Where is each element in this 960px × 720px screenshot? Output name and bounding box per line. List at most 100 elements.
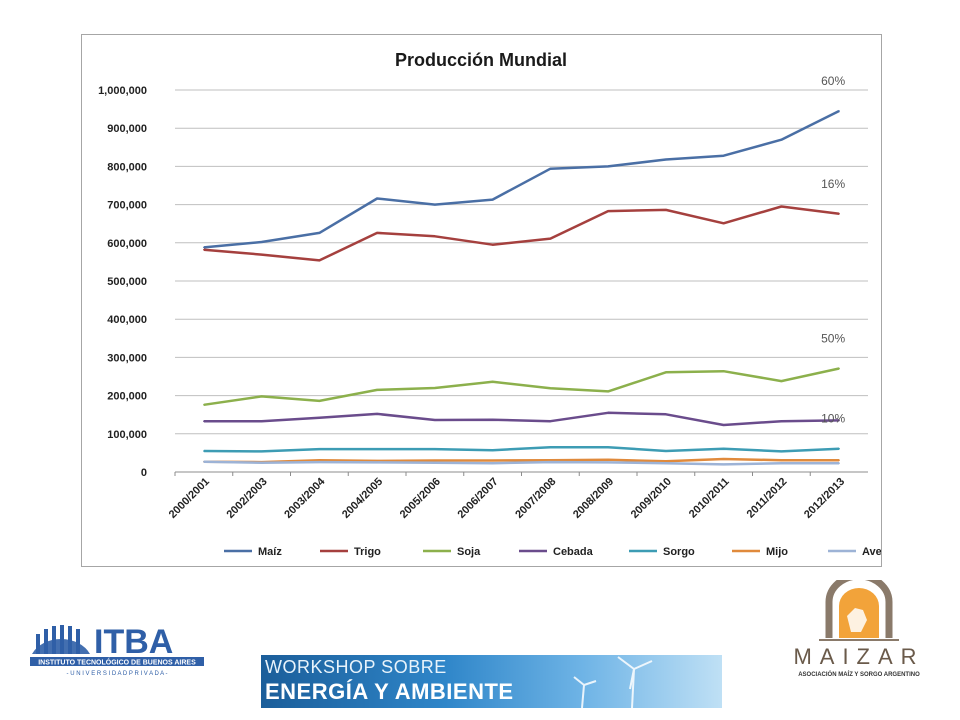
legend-label: Maíz xyxy=(258,546,282,558)
data-point xyxy=(780,380,783,382)
data-point xyxy=(665,158,667,161)
x-tick-label: 2006/2007 xyxy=(455,476,500,521)
data-point xyxy=(203,450,205,452)
data-point xyxy=(838,419,840,422)
chart-title: Producción Mundial xyxy=(395,50,567,70)
data-point xyxy=(780,450,783,453)
series-line-trigo xyxy=(203,205,840,262)
data-point xyxy=(318,416,321,419)
data-point xyxy=(607,461,609,464)
legend-label: Sorgo xyxy=(663,546,695,558)
data-point xyxy=(260,395,263,398)
data-point xyxy=(376,413,378,415)
itba-logo-name: ITBA xyxy=(94,623,173,661)
data-point xyxy=(491,418,494,421)
data-point xyxy=(549,420,552,422)
series-line-cebada xyxy=(203,411,840,427)
data-point xyxy=(318,400,321,402)
y-tick-label: 700,000 xyxy=(107,200,147,212)
y-tick-label: 400,000 xyxy=(107,314,147,326)
x-tick-label: 2005/2006 xyxy=(398,476,443,521)
data-point xyxy=(376,232,378,234)
data-point xyxy=(491,243,494,246)
itba-logo-line1: INSTITUTO TECNOLÓGICO DE BUENOS AIRES xyxy=(38,658,196,667)
itba-logo-line2: - U N I V E R S I D A D P R I V A D A - xyxy=(67,671,168,677)
data-point xyxy=(549,461,552,463)
data-point xyxy=(665,371,667,374)
data-point xyxy=(838,447,840,450)
annotation-label: 16% xyxy=(821,177,845,191)
data-point xyxy=(434,235,436,238)
data-point xyxy=(607,210,609,212)
data-point xyxy=(607,165,609,168)
y-tick-label: 300,000 xyxy=(107,352,147,364)
data-point xyxy=(780,205,783,208)
data-point xyxy=(780,138,783,141)
data-point xyxy=(665,413,667,416)
series-line-maíz xyxy=(203,109,840,249)
data-point xyxy=(665,450,667,452)
banner-line1: WORKSHOP SOBRE xyxy=(265,657,447,677)
series-line-sorgo xyxy=(203,445,840,453)
data-point xyxy=(434,459,436,462)
legend-label: Avena xyxy=(862,546,881,558)
data-point xyxy=(318,259,321,262)
x-tick-label: 2009/2010 xyxy=(629,476,674,521)
y-tick-label: 1,000,000 xyxy=(98,85,147,97)
itba-logo: ITBA INSTITUTO TECNOLÓGICO DE BUENOS AIR… xyxy=(28,620,208,690)
y-tick-label: 900,000 xyxy=(107,123,147,135)
data-point xyxy=(318,459,321,461)
data-point xyxy=(549,459,552,461)
data-point xyxy=(549,237,552,240)
data-point xyxy=(549,387,552,390)
data-point xyxy=(491,381,494,383)
x-tick-label: 2011/2012 xyxy=(745,476,790,521)
x-tick-label: 2010/2011 xyxy=(687,476,732,521)
data-point xyxy=(318,448,321,450)
y-tick-label: 0 xyxy=(141,467,147,479)
series-line-avena xyxy=(203,460,840,466)
data-point xyxy=(607,411,609,414)
data-point xyxy=(838,367,840,370)
data-point xyxy=(434,387,436,389)
x-tick-label: 2012/2013 xyxy=(802,476,847,521)
data-point xyxy=(722,154,725,157)
legend-label: Cebada xyxy=(553,546,594,558)
data-point xyxy=(318,232,321,234)
data-point xyxy=(376,448,378,450)
data-point xyxy=(434,448,436,450)
data-point xyxy=(838,462,840,465)
data-point xyxy=(722,424,725,426)
data-point xyxy=(260,241,263,243)
maizar-logo: MAIZAR ASOCIACIÓN MAÍZ Y SORGO ARGENTINO xyxy=(783,572,935,680)
wind-turbine-icon xyxy=(573,656,653,708)
data-point xyxy=(491,198,494,201)
data-point xyxy=(607,458,609,461)
data-point xyxy=(260,450,263,453)
data-point xyxy=(376,461,378,464)
data-point xyxy=(838,459,840,461)
data-point xyxy=(376,197,378,200)
y-tick-label: 800,000 xyxy=(107,161,147,173)
data-point xyxy=(780,459,783,461)
data-point xyxy=(607,390,609,393)
data-point xyxy=(722,463,725,466)
data-point xyxy=(722,370,725,372)
x-tick-label: 2007/2008 xyxy=(513,476,558,521)
chart-frame: Producción Mundial 0 100,000 200,000 300,000… xyxy=(81,34,895,567)
maizar-emblem-icon: MAIZAR ASOCIACIÓN MAÍZ Y SORGO ARGENTINO xyxy=(793,572,920,678)
data-point xyxy=(607,446,609,448)
data-point xyxy=(434,203,436,206)
data-point xyxy=(203,403,205,406)
y-tick-label: 100,000 xyxy=(107,429,147,441)
legend-label: Trigo xyxy=(354,546,381,558)
data-point xyxy=(203,460,205,463)
annotation-label: 60% xyxy=(821,74,845,88)
series-line-mijo xyxy=(203,457,840,464)
data-point xyxy=(491,462,494,465)
data-point xyxy=(260,462,263,464)
data-point xyxy=(318,461,321,463)
legend-label: Soja xyxy=(457,546,481,558)
y-tick-label: 500,000 xyxy=(107,276,147,288)
legend-label: Mijo xyxy=(766,546,788,558)
